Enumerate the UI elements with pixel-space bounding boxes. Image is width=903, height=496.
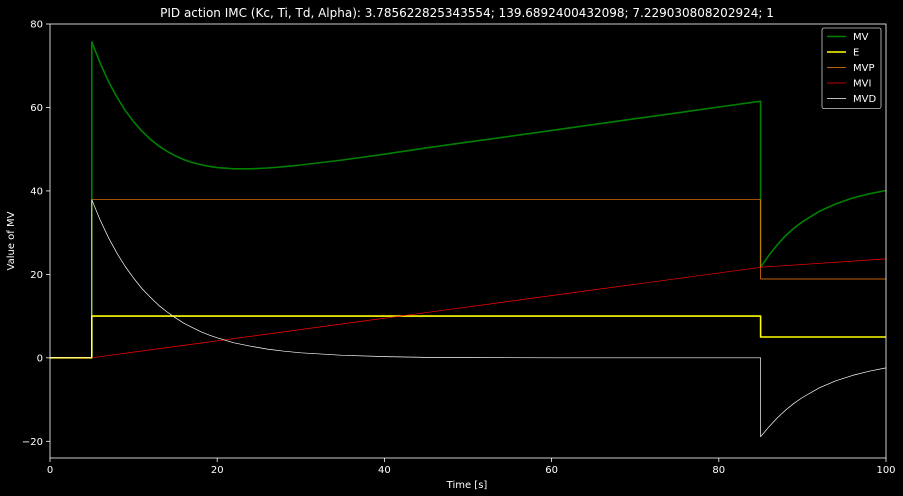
x-tick-label: 100 bbox=[876, 465, 895, 476]
y-tick-label: 40 bbox=[30, 186, 43, 197]
legend-frame bbox=[821, 27, 882, 109]
x-tick-label: 40 bbox=[378, 465, 391, 476]
series-line-e bbox=[50, 315, 886, 359]
x-tick-label: 20 bbox=[211, 465, 224, 476]
plot-frame bbox=[49, 23, 887, 459]
legend-label: MVD bbox=[853, 94, 876, 105]
legend-label: MV bbox=[853, 32, 869, 43]
legend: MV E MVP MVI MVD bbox=[821, 27, 882, 109]
x-axis: 0 20 40 60 80 100 bbox=[47, 458, 896, 476]
y-axis-title: Value of MV bbox=[6, 211, 17, 270]
y-tick-label: 60 bbox=[30, 103, 43, 114]
x-axis-title: Time [s] bbox=[446, 480, 488, 491]
x-tick-label: 60 bbox=[545, 465, 558, 476]
series-line-mvd bbox=[50, 199, 887, 438]
legend-label: MVP bbox=[853, 63, 875, 74]
x-tick-label: 0 bbox=[47, 465, 53, 476]
legend-label: MVI bbox=[853, 79, 871, 90]
y-tick-label: 0 bbox=[37, 353, 43, 364]
y-tick-label: 20 bbox=[30, 270, 43, 281]
series-line-mv bbox=[50, 41, 887, 359]
x-tick-label: 80 bbox=[712, 465, 725, 476]
y-tick-label: −20 bbox=[22, 437, 43, 448]
y-tick-label: 80 bbox=[30, 20, 43, 31]
y-axis: −20 0 20 40 60 80 bbox=[22, 20, 50, 448]
series-layer bbox=[50, 41, 887, 438]
chart-title: PID action IMC (Kc, Ti, Td, Alpha): 3.78… bbox=[160, 6, 774, 20]
legend-label: E bbox=[853, 48, 859, 59]
